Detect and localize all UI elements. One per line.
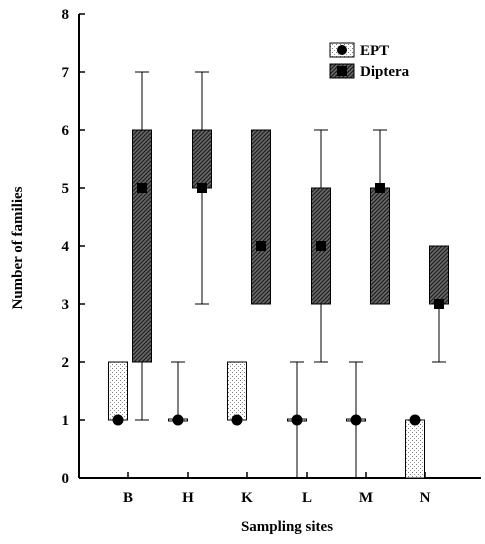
legend: EPT Diptera: [329, 42, 410, 80]
x-tick-label-K: K: [241, 490, 253, 506]
y-tick-label-4: 4: [62, 239, 70, 255]
x-axis-title: Sampling sites: [241, 519, 333, 535]
box-diptera-K: [251, 129, 271, 305]
y-tick-label-2: 2: [62, 355, 70, 371]
median-marker-diptera-N: [434, 299, 444, 309]
box-body-diptera-H: [192, 129, 212, 189]
y-tick-label-7: 7: [62, 65, 70, 81]
median-marker-ept-K: [231, 414, 243, 426]
x-tick-label-H: H: [182, 490, 194, 506]
median-marker-ept-M: [350, 414, 362, 426]
y-tick-label-6: 6: [62, 123, 70, 139]
median-marker-ept-N: [409, 414, 421, 426]
median-marker-diptera-H: [197, 183, 207, 193]
box-diptera-L: [311, 129, 331, 363]
legend-label-ept: EPT: [360, 43, 389, 59]
box-ept-N: [405, 414, 425, 479]
median-marker-ept-B: [112, 414, 124, 426]
y-tick-label-1: 1: [62, 413, 70, 429]
box-body-diptera-M: [370, 187, 390, 305]
box-body-diptera-N: [429, 245, 449, 305]
y-tick-label-5: 5: [62, 181, 70, 197]
box-diptera-M: [370, 129, 390, 305]
median-marker-diptera-B: [137, 183, 147, 193]
median-marker-ept-H: [172, 414, 184, 426]
box-ept-K: [227, 361, 247, 426]
y-tick-label-8: 8: [62, 7, 70, 23]
y-tick-label-0: 0: [62, 471, 70, 487]
median-marker-diptera-K: [256, 241, 266, 251]
x-tick-label-L: L: [302, 490, 312, 506]
y-axis: 0 1 2 3 4 5 6 7 8: [62, 7, 85, 487]
box-body-diptera-K: [251, 129, 271, 305]
median-marker-ept-L: [291, 414, 303, 426]
x-tick-label-B: B: [123, 490, 133, 506]
box-diptera-B: [132, 71, 152, 421]
legend-marker-ept: [337, 45, 347, 55]
box-plot-series: [108, 71, 449, 479]
box-ept-L: [287, 361, 307, 479]
median-marker-diptera-M: [375, 183, 385, 193]
median-marker-diptera-L: [316, 241, 326, 251]
x-tick-label-M: M: [359, 490, 373, 506]
box-body-ept-K: [227, 361, 247, 421]
box-body-diptera-B: [132, 129, 152, 363]
box-body-ept-B: [108, 361, 128, 421]
box-ept-B: [108, 361, 128, 426]
box-diptera-N: [429, 245, 449, 363]
y-tick-label-3: 3: [62, 297, 70, 313]
legend-label-diptera: Diptera: [360, 64, 410, 80]
box-body-ept-N: [405, 419, 425, 479]
y-axis-title: Number of families: [10, 186, 26, 309]
box-ept-M: [346, 361, 366, 479]
box-ept-H: [168, 361, 188, 426]
box-diptera-H: [192, 71, 212, 305]
legend-marker-diptera: [337, 66, 347, 76]
x-tick-label-N: N: [420, 490, 431, 506]
